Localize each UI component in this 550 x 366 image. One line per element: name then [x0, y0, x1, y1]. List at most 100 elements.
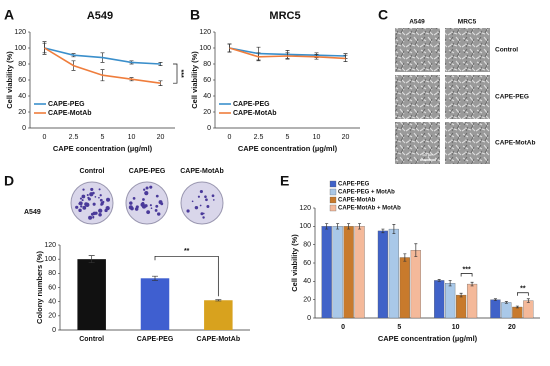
y-tick-label: 80	[48, 270, 56, 277]
x-tick-label: 2.5	[69, 134, 79, 141]
panel-letter: D	[4, 173, 14, 189]
colony	[149, 204, 152, 207]
micrograph	[445, 75, 490, 119]
bar	[490, 299, 501, 319]
colony	[143, 188, 146, 191]
colony	[155, 204, 159, 208]
colony	[99, 198, 103, 202]
error-bar	[215, 299, 222, 302]
error-bar	[403, 253, 407, 262]
micrograph	[445, 122, 490, 164]
colony	[78, 201, 83, 206]
x-tick-label: 5	[286, 134, 290, 141]
colony	[204, 195, 207, 198]
colony	[130, 206, 134, 211]
colony	[105, 205, 110, 211]
axis-line	[29, 32, 175, 129]
legend-label: CAPE-PEG + MotAb	[338, 190, 395, 196]
chart-title: MRC5	[269, 10, 300, 22]
x-axis-label: CAPE concentration (µg/ml)	[53, 144, 153, 153]
plate-label: Control	[80, 168, 105, 175]
colony	[81, 199, 84, 202]
bracket	[154, 255, 219, 297]
y-axis-label: Cell viability (%)	[290, 234, 299, 292]
y-tick-label: 0	[307, 315, 311, 322]
annotation: **	[184, 248, 190, 255]
error-bar	[504, 301, 508, 304]
plate	[70, 181, 114, 225]
legend-swatch	[329, 188, 337, 196]
colony	[202, 216, 205, 219]
colony	[92, 216, 95, 219]
error-bar	[493, 298, 497, 301]
legend-label: CAPE-MotAb	[338, 198, 376, 204]
colony	[199, 204, 202, 207]
bar	[456, 294, 467, 319]
error-bar	[325, 223, 329, 230]
error-bar	[459, 292, 463, 298]
colony	[90, 187, 94, 191]
panel-letter: A	[4, 7, 14, 23]
bar	[399, 257, 410, 319]
colony	[144, 191, 149, 196]
bar	[204, 300, 233, 330]
bar	[332, 226, 343, 319]
colony	[98, 196, 100, 199]
y-tick-label: 120	[44, 242, 56, 249]
error-bar	[515, 305, 519, 309]
error-bar	[358, 223, 362, 230]
colony	[89, 192, 94, 197]
colony	[98, 208, 103, 213]
line	[229, 47, 346, 60]
y-tick-label: 20	[48, 313, 56, 320]
x-tick-label: 20	[157, 134, 165, 141]
colony	[86, 194, 89, 197]
colony	[134, 207, 139, 211]
y-axis-label: Colony numbers (%)	[35, 251, 44, 324]
colony	[146, 210, 151, 215]
x-tick-label: 20	[342, 134, 350, 141]
x-tick-label: 5	[397, 324, 401, 331]
y-tick-label: 80	[303, 242, 311, 249]
row-label: CAPE-PEG	[495, 94, 529, 101]
y-tick-label: 120	[299, 205, 311, 212]
colony	[159, 201, 162, 204]
axis-line	[59, 245, 250, 331]
x-tick-label: 10	[128, 134, 136, 141]
micrograph	[395, 28, 440, 72]
x-axis-label: CAPE concentration (µg/ml)	[238, 144, 338, 153]
y-tick-label: 40	[303, 278, 311, 285]
colony	[155, 194, 159, 198]
y-tick-label: 100	[199, 45, 211, 52]
x-tick-label: 20	[508, 324, 516, 331]
colony	[87, 196, 90, 199]
legend-label: CAPE-MotAb + MotAb	[338, 206, 401, 212]
bar	[77, 259, 106, 330]
axis-line	[214, 32, 360, 129]
bar	[140, 278, 170, 330]
legend-label: CAPE-MotAb	[48, 110, 92, 117]
y-tick-label: 80	[18, 61, 26, 68]
bar	[523, 300, 534, 319]
colony	[129, 201, 133, 205]
annotation: ***	[177, 70, 184, 78]
scale-bar-label: 50 µm	[422, 152, 434, 157]
x-axis-label: CAPE concentration (µg/ml)	[378, 334, 478, 343]
colony	[105, 209, 108, 212]
colony	[98, 213, 102, 217]
x-tick-label: 2.5	[254, 134, 264, 141]
panel-letter: E	[280, 173, 289, 189]
error-bar	[88, 255, 95, 264]
y-axis-label: Cell viability (%)	[5, 51, 14, 109]
error-bar	[347, 223, 351, 230]
colony	[79, 197, 83, 200]
panel-c: C A549 MRC5 Control CAPE-PEG CAPE-MotAb …	[378, 7, 535, 164]
x-tick-label: 10	[452, 324, 460, 331]
y-axis-label: Cell viability (%)	[190, 51, 199, 109]
y-tick-label: 20	[303, 297, 311, 304]
colony	[149, 185, 153, 189]
x-tick-label: 0	[43, 134, 47, 141]
y-tick-label: 0	[22, 125, 26, 132]
micrograph	[445, 28, 490, 72]
